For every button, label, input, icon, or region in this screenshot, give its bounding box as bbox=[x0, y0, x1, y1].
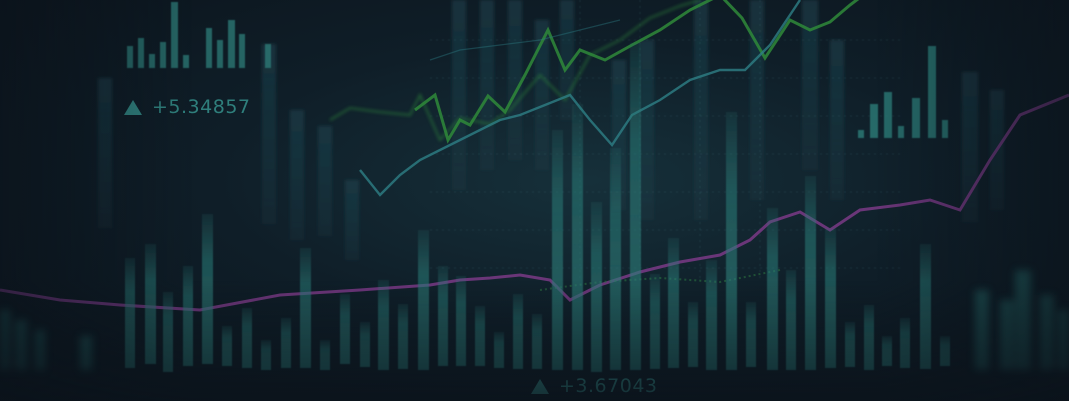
volume-bar bbox=[572, 104, 583, 370]
tall-bar bbox=[480, 0, 494, 170]
purple-line bbox=[0, 93, 1069, 312]
volume-bar bbox=[920, 244, 931, 369]
mini-bar bbox=[228, 20, 235, 68]
soft-bar bbox=[975, 290, 989, 370]
volume-bar bbox=[900, 318, 910, 368]
volume-bar bbox=[552, 130, 563, 370]
tall-bar bbox=[318, 126, 332, 236]
soft-bar bbox=[35, 330, 45, 370]
volume-bar bbox=[398, 304, 408, 369]
tall-bar bbox=[830, 40, 844, 200]
volume-bar bbox=[456, 276, 466, 366]
volume-bar bbox=[513, 294, 523, 369]
mini-bar bbox=[898, 126, 904, 138]
soft-bar bbox=[0, 310, 10, 370]
volume-bar bbox=[418, 230, 429, 370]
volume-bar bbox=[202, 214, 213, 364]
volume-bar bbox=[630, 43, 641, 370]
tall-bar bbox=[750, 0, 764, 200]
volume-bar bbox=[882, 336, 892, 366]
up-triangle-icon bbox=[124, 99, 142, 115]
mini-bar bbox=[239, 34, 245, 68]
mini-bars-left bbox=[127, 2, 271, 68]
soft-bar bbox=[1058, 310, 1069, 370]
volume-bar bbox=[726, 112, 737, 370]
volume-bar bbox=[746, 302, 756, 367]
mini-bar bbox=[942, 120, 948, 138]
volume-bar bbox=[706, 260, 717, 370]
tall-bar bbox=[452, 0, 466, 190]
tall-bar bbox=[98, 78, 112, 228]
volume-bar bbox=[475, 306, 485, 366]
tall-bar bbox=[640, 40, 654, 220]
volume-bar bbox=[125, 258, 135, 368]
volume-bar bbox=[378, 280, 389, 370]
volume-bar bbox=[940, 336, 950, 366]
tall-bar bbox=[345, 180, 359, 260]
volume-bar bbox=[145, 244, 156, 364]
volume-bar bbox=[300, 248, 311, 368]
mini-bar bbox=[171, 2, 178, 68]
soft-bar bbox=[80, 336, 92, 370]
volume-bar bbox=[222, 326, 232, 366]
up-triangle-icon bbox=[531, 378, 549, 394]
mini-bar bbox=[858, 130, 864, 138]
volume-bar bbox=[438, 266, 448, 366]
volume-bar bbox=[591, 202, 602, 372]
ticker-value: +3.67043 bbox=[559, 375, 658, 397]
volume-bar bbox=[845, 322, 855, 367]
volume-bar bbox=[688, 302, 698, 367]
mini-bar bbox=[183, 55, 189, 68]
mini-bar bbox=[160, 42, 166, 68]
volume-bar bbox=[242, 308, 252, 368]
soft-bar bbox=[15, 320, 27, 370]
tall-bar bbox=[962, 72, 978, 222]
volume-bar bbox=[786, 270, 796, 370]
ticker-bottom-center: +3.67043 bbox=[531, 375, 658, 397]
mini-bar bbox=[206, 28, 212, 68]
volume-bar bbox=[261, 340, 271, 370]
volume-bar bbox=[767, 208, 778, 370]
volume-bar bbox=[610, 148, 621, 370]
ticker-value: +5.34857 bbox=[152, 96, 251, 118]
volume-bar bbox=[281, 318, 291, 368]
volume-bar bbox=[650, 274, 660, 369]
volume-bar bbox=[360, 322, 370, 367]
mini-bar bbox=[127, 46, 133, 68]
volume-bar bbox=[320, 340, 330, 370]
tall-bar bbox=[262, 44, 276, 224]
mini-bars-right bbox=[858, 46, 948, 138]
tall-bar bbox=[290, 110, 304, 240]
mini-bar bbox=[138, 38, 144, 68]
volume-bar bbox=[163, 292, 173, 372]
volume-bar bbox=[340, 294, 350, 364]
volume-bar bbox=[494, 332, 504, 368]
volume-bar bbox=[864, 305, 874, 370]
volume-bar bbox=[668, 238, 679, 368]
soft-bar bbox=[1000, 300, 1014, 370]
mini-bar bbox=[870, 104, 878, 138]
mini-bar bbox=[884, 92, 892, 138]
tall-bar bbox=[694, 0, 708, 220]
soft-bar bbox=[1015, 270, 1031, 370]
mini-bar bbox=[217, 40, 223, 68]
tall-bar bbox=[508, 0, 522, 160]
mini-bar bbox=[928, 46, 936, 138]
volume-bar bbox=[183, 266, 193, 366]
tall-bar bbox=[802, 0, 818, 170]
mini-bar bbox=[912, 98, 920, 138]
volume-bar bbox=[805, 176, 816, 370]
soft-bar bbox=[1040, 295, 1054, 370]
mini-bar bbox=[149, 54, 155, 68]
volume-bar bbox=[532, 314, 542, 369]
ticker-top-left: +5.34857 bbox=[124, 96, 251, 118]
mini-bar bbox=[265, 44, 271, 68]
volume-bar bbox=[825, 228, 836, 368]
